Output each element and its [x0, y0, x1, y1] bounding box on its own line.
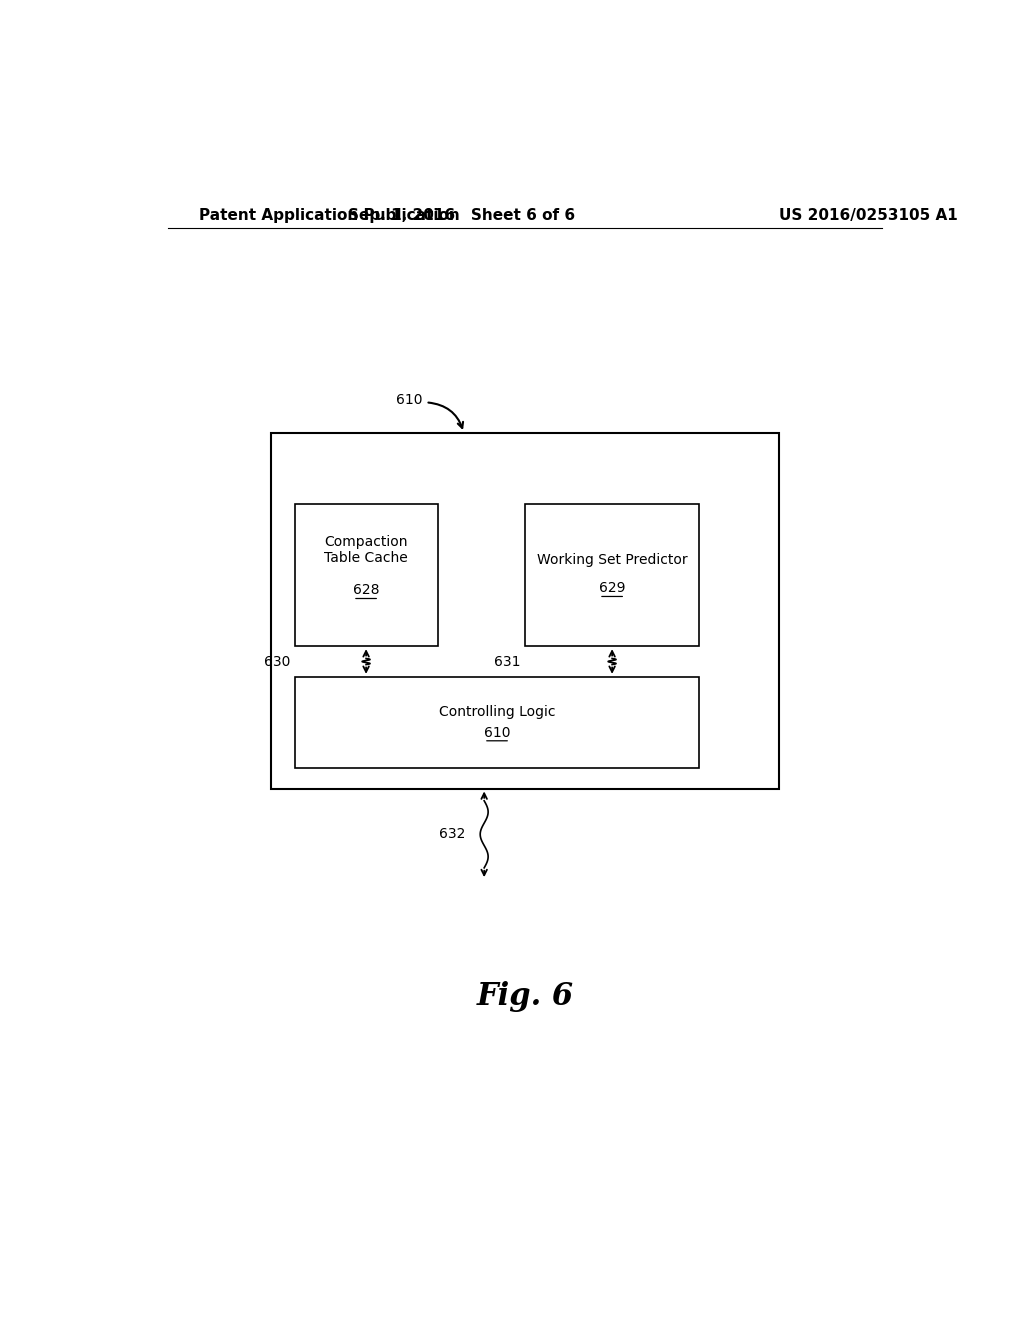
Text: Working Set Predictor: Working Set Predictor [537, 553, 687, 566]
Text: 610: 610 [483, 726, 510, 739]
Text: Sep. 1, 2016   Sheet 6 of 6: Sep. 1, 2016 Sheet 6 of 6 [348, 207, 574, 223]
Bar [295, 504, 437, 647]
Text: US 2016/0253105 A1: US 2016/0253105 A1 [778, 207, 957, 223]
Text: 630: 630 [264, 655, 291, 668]
Text: 610: 610 [396, 393, 423, 408]
Text: 632: 632 [439, 828, 466, 841]
Text: Patent Application Publication: Patent Application Publication [200, 207, 460, 223]
Text: Fig. 6: Fig. 6 [476, 982, 573, 1012]
Text: Compaction
Table Cache: Compaction Table Cache [325, 535, 408, 565]
Text: 629: 629 [599, 581, 626, 595]
Text: Controlling Logic: Controlling Logic [438, 705, 555, 719]
Bar [295, 677, 699, 768]
Text: 628: 628 [353, 583, 379, 598]
Bar [524, 504, 699, 647]
Bar [270, 433, 779, 788]
Text: 631: 631 [495, 655, 520, 668]
